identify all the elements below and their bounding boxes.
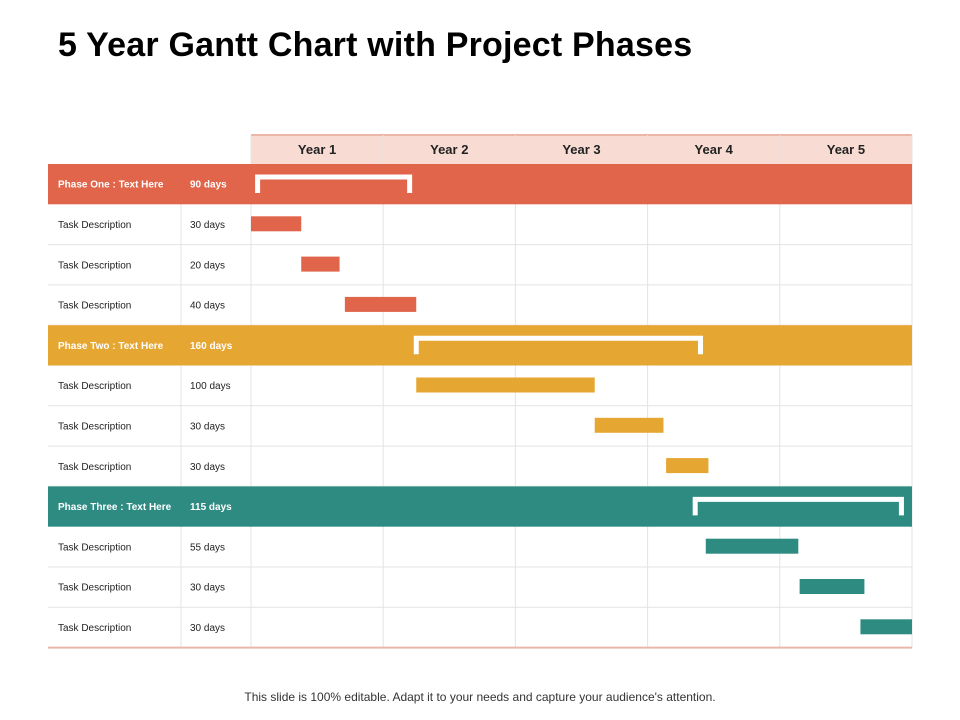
task-bar <box>860 619 912 635</box>
footer-note: This slide is 100% editable. Adapt it to… <box>244 690 716 704</box>
phase-span-bracket <box>255 174 413 193</box>
task-duration: 100 days <box>190 381 231 392</box>
year-label: Year 5 <box>827 142 865 157</box>
phase-span-bracket <box>413 335 703 355</box>
page-title: 5 Year Gantt Chart with Project Phases <box>58 26 693 64</box>
task-label: Task Description <box>58 462 131 473</box>
task-label: Task Description <box>58 260 131 271</box>
year-label: Year 3 <box>562 142 600 157</box>
year-label: Year 2 <box>430 142 468 157</box>
task-label: Task Description <box>58 583 131 594</box>
task-bar <box>301 256 340 272</box>
task-bar <box>594 417 664 433</box>
phase-row <box>48 325 912 366</box>
task-duration: 30 days <box>190 421 225 432</box>
task-duration: 55 days <box>190 542 225 553</box>
task-bar <box>666 458 709 474</box>
task-duration: 30 days <box>190 462 225 473</box>
year-label: Year 1 <box>298 142 336 157</box>
task-label: Task Description <box>58 220 131 231</box>
task-label: Task Description <box>58 421 131 432</box>
task-bar <box>251 216 302 232</box>
task-label: Task Description <box>58 381 131 392</box>
task-bar <box>416 377 595 393</box>
phase-label: Phase Three : Text Here <box>58 502 172 513</box>
phase-span-bracket <box>692 496 904 516</box>
task-label: Task Description <box>58 542 131 553</box>
phase-row <box>48 164 912 205</box>
task-bar <box>705 538 799 554</box>
gantt-chart: Year 1 Year 2 Year 3 Year 4 Year 5 Phase One … <box>48 134 913 649</box>
task-duration: 40 days <box>190 301 225 312</box>
phase-duration: 160 days <box>190 341 233 352</box>
year-header-bg <box>251 135 912 164</box>
task-label: Task Description <box>58 301 131 312</box>
task-duration: 30 days <box>190 220 225 231</box>
phase-label: Phase One : Text Here <box>58 180 164 191</box>
year-label: Year 4 <box>695 142 734 157</box>
task-duration: 20 days <box>190 260 225 271</box>
task-duration: 30 days <box>190 583 225 594</box>
phase-duration: 90 days <box>190 180 227 191</box>
phase-duration: 115 days <box>190 502 232 513</box>
phase-row <box>48 486 912 527</box>
task-bar <box>344 296 417 312</box>
task-duration: 30 days <box>190 623 225 634</box>
phase-label: Phase Two : Text Here <box>58 341 164 352</box>
task-bar <box>799 579 865 594</box>
task-label: Task Description <box>58 623 131 634</box>
